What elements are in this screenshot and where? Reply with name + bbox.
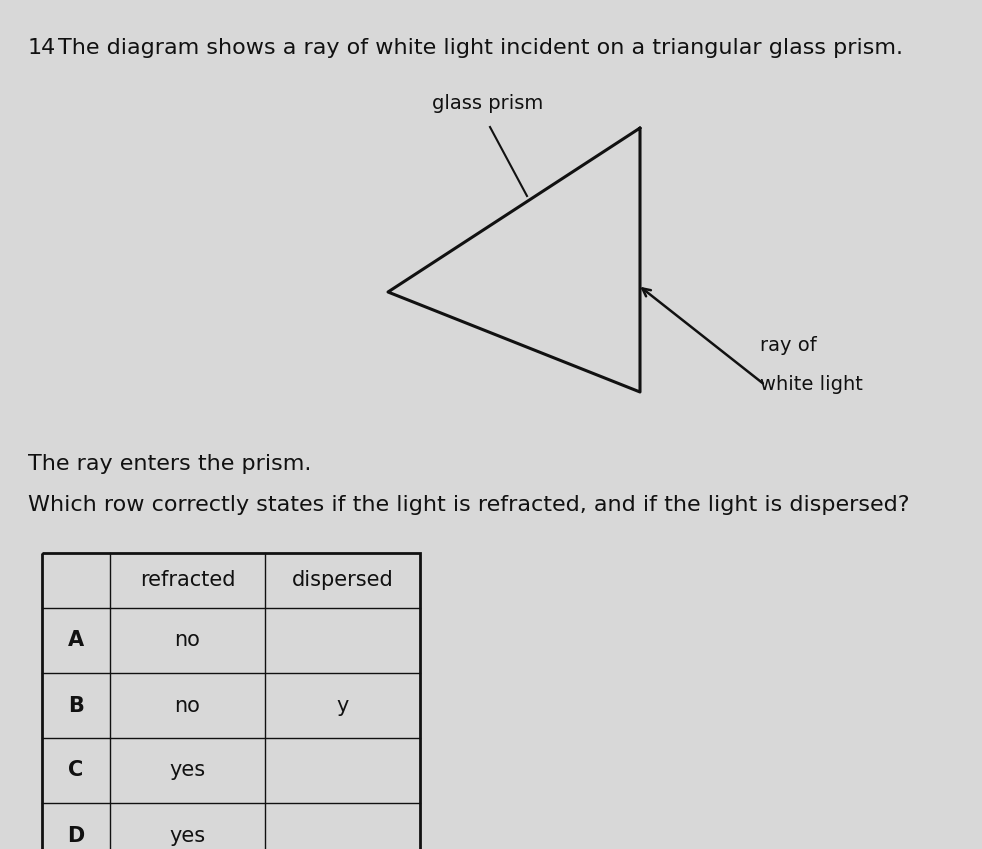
Text: refracted: refracted (139, 571, 236, 591)
Text: white light: white light (760, 375, 863, 394)
Text: The diagram shows a ray of white light incident on a triangular glass prism.: The diagram shows a ray of white light i… (58, 38, 903, 58)
Text: 14: 14 (28, 38, 56, 58)
Bar (42, 553, 420, 849)
Text: yes: yes (170, 825, 205, 846)
Text: D: D (68, 825, 84, 846)
Text: y: y (336, 695, 349, 716)
Text: The ray enters the prism.: The ray enters the prism. (28, 454, 311, 474)
Text: glass prism: glass prism (432, 94, 543, 113)
Text: no: no (175, 695, 200, 716)
Text: yes: yes (170, 761, 205, 780)
Text: B: B (68, 695, 83, 716)
Text: C: C (69, 761, 83, 780)
Text: A: A (68, 631, 84, 650)
Text: no: no (175, 631, 200, 650)
Text: Which row correctly states if the light is refracted, and if the light is disper: Which row correctly states if the light … (28, 495, 909, 515)
Text: dispersed: dispersed (292, 571, 394, 591)
Text: ray of: ray of (760, 336, 817, 355)
